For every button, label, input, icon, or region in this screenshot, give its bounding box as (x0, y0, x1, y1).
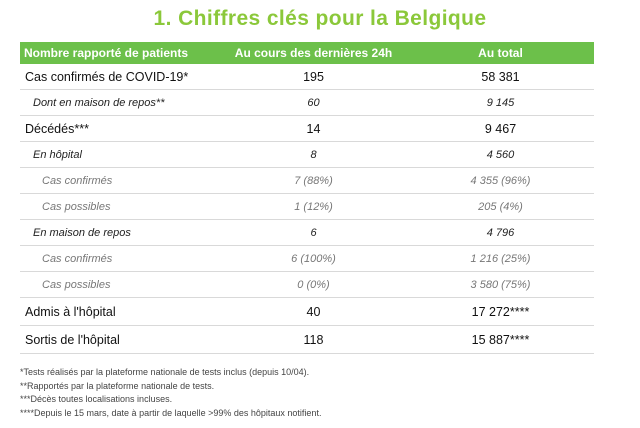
table-row: En maison de repos 6 4 796 (20, 220, 594, 246)
table-row: Cas possibles 1 (12%) 205 (4%) (20, 194, 594, 220)
row-label: Cas confirmés de COVID-19* (25, 69, 189, 84)
row-total: 15 887**** (471, 332, 530, 347)
row-label: Décédés*** (25, 121, 89, 136)
row-total: 9 467 (484, 121, 517, 136)
row-label: Cas confirmés (42, 174, 113, 187)
table-row: Admis à l'hôpital 40 17 272**** (20, 298, 594, 326)
row-total: 1 216 (25%) (470, 252, 531, 265)
row-last-24h: 6 (100%) (291, 252, 336, 265)
row-last-24h: 40 (306, 304, 321, 319)
row-last-24h: 0 (0%) (297, 278, 330, 291)
footnote: ***Décès toutes localisations incluses. (20, 394, 173, 404)
row-label: Cas possibles (42, 200, 111, 213)
row-total: 4 796 (486, 226, 515, 239)
row-last-24h: 118 (303, 332, 324, 347)
page-title: 1. Chiffres clés pour la Belgique (153, 7, 487, 30)
header-last-24h: Au cours des dernières 24h (234, 46, 393, 60)
row-label: Admis à l'hôpital (25, 304, 116, 319)
footnote: **Rapportés par la plateforme nationale … (20, 380, 215, 391)
row-total: 58 381 (481, 69, 520, 84)
table-row: Sortis de l'hôpital 118 15 887**** (20, 326, 594, 354)
row-label: Cas confirmés (42, 252, 113, 265)
row-last-24h: 8 (310, 148, 317, 161)
row-total: 205 (4%) (478, 200, 523, 213)
row-label: En hôpital (33, 148, 82, 161)
footnote: ****Depuis le 15 mars, date à partir de … (20, 407, 322, 418)
table-row: Décédés*** 14 9 467 (20, 116, 594, 142)
row-label: Sortis de l'hôpital (25, 332, 120, 347)
row-total: 4 355 (96%) (470, 174, 531, 187)
table-header: Nombre rapporté de patients Au cours des… (20, 42, 594, 64)
header-patients: Nombre rapporté de patients (24, 46, 189, 60)
table-row: Cas confirmés de COVID-19* 195 58 381 (20, 64, 594, 90)
table-row: En hôpital 8 4 560 (20, 142, 594, 168)
row-last-24h: 6 (310, 226, 317, 239)
row-last-24h: 60 (307, 96, 320, 109)
row-last-24h: 7 (88%) (294, 174, 333, 187)
row-last-24h: 14 (306, 121, 321, 136)
row-label: En maison de repos (33, 226, 131, 239)
table-row: Dont en maison de repos** 60 9 145 (20, 90, 594, 116)
footnote: *Tests réalisés par la plateforme nation… (20, 367, 310, 377)
row-label: Cas possibles (42, 278, 111, 291)
row-total: 9 145 (486, 96, 515, 109)
row-total: 3 580 (75%) (470, 278, 531, 291)
table-row: Cas possibles 0 (0%) 3 580 (75%) (20, 272, 594, 298)
row-last-24h: 195 (303, 69, 324, 84)
row-total: 4 560 (486, 148, 515, 161)
table-body: Cas confirmés de COVID-19* 195 58 381 Dont … (20, 64, 594, 354)
table-row: Cas confirmés 6 (100%) 1 216 (25%) (20, 246, 594, 272)
table-row: Cas confirmés 7 (88%) 4 355 (96%) (20, 168, 594, 194)
header-total: Au total (478, 46, 523, 60)
row-last-24h: 1 (12%) (294, 200, 333, 213)
row-label: Dont en maison de repos** (33, 96, 165, 109)
key-figures-table: Nombre rapporté de patients Au cours des… (20, 42, 594, 354)
row-total: 17 272**** (471, 304, 530, 319)
footnotes: *Tests réalisés par la plateforme nation… (20, 366, 321, 420)
